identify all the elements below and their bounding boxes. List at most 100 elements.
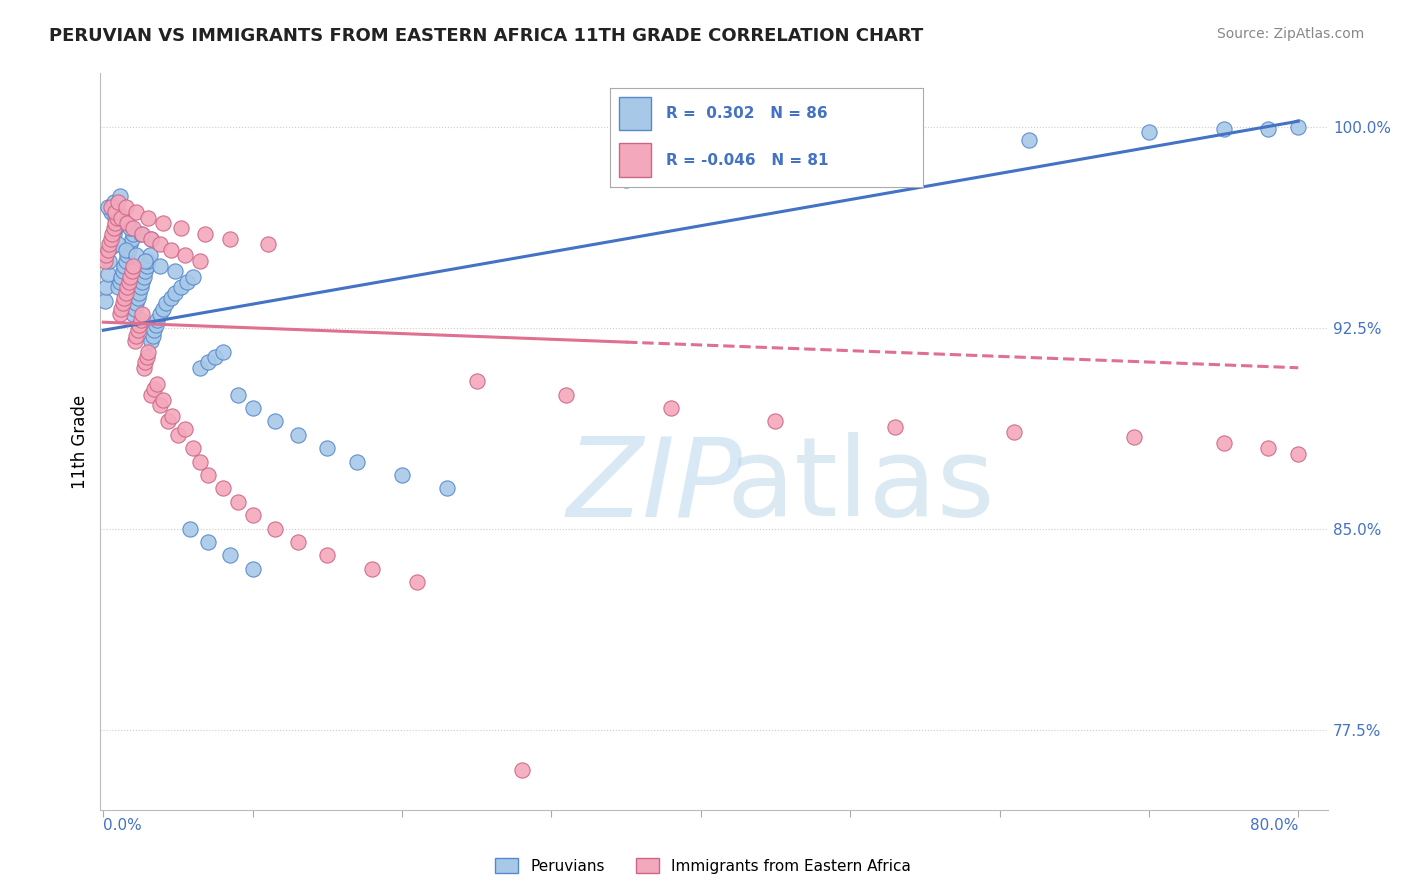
Point xyxy=(614,173,637,187)
Point xyxy=(143,382,166,396)
Point xyxy=(134,355,156,369)
Point xyxy=(122,221,145,235)
Point xyxy=(107,194,129,209)
Point xyxy=(131,275,153,289)
Point xyxy=(105,211,128,225)
Point xyxy=(465,374,488,388)
Point xyxy=(139,334,162,348)
Point xyxy=(176,275,198,289)
Point xyxy=(120,269,142,284)
Point xyxy=(128,285,150,300)
Point xyxy=(287,427,309,442)
Point xyxy=(242,401,264,415)
Point xyxy=(121,232,143,246)
Point xyxy=(100,240,122,254)
Point xyxy=(1018,133,1040,147)
Point xyxy=(149,398,172,412)
Point xyxy=(104,211,127,225)
Point xyxy=(720,160,742,174)
Point xyxy=(436,481,458,495)
Point xyxy=(136,211,159,225)
Point xyxy=(103,194,125,209)
Point xyxy=(139,232,162,246)
Point xyxy=(1286,446,1309,460)
Point xyxy=(1212,122,1234,136)
Point xyxy=(869,146,891,161)
Point xyxy=(160,409,183,423)
Text: 0.0%: 0.0% xyxy=(103,818,142,833)
Point xyxy=(97,243,120,257)
Point xyxy=(555,387,578,401)
Point xyxy=(98,237,121,252)
Point xyxy=(94,253,117,268)
Point xyxy=(101,227,124,241)
Point xyxy=(264,522,287,536)
Point xyxy=(136,253,159,268)
Point xyxy=(167,427,190,442)
Point xyxy=(129,312,152,326)
Point xyxy=(112,291,135,305)
Point xyxy=(510,763,533,777)
Point xyxy=(211,481,233,495)
Point xyxy=(156,414,179,428)
Point xyxy=(97,200,120,214)
Point xyxy=(122,259,145,273)
Point xyxy=(316,441,339,455)
Point xyxy=(139,387,162,401)
Point xyxy=(107,205,129,219)
Point xyxy=(765,414,787,428)
Point xyxy=(118,243,141,257)
Point xyxy=(197,355,219,369)
Point xyxy=(659,401,682,415)
Point xyxy=(111,296,134,310)
Point xyxy=(138,248,160,262)
Text: PERUVIAN VS IMMIGRANTS FROM EASTERN AFRICA 11TH GRADE CORRELATION CHART: PERUVIAN VS IMMIGRANTS FROM EASTERN AFRI… xyxy=(49,27,924,45)
Point xyxy=(100,232,122,246)
Point xyxy=(163,264,186,278)
Point xyxy=(132,269,155,284)
Point xyxy=(127,323,149,337)
Point xyxy=(152,216,174,230)
Point xyxy=(104,216,127,230)
Point xyxy=(121,264,143,278)
Point xyxy=(111,264,134,278)
Point xyxy=(135,259,157,273)
Point xyxy=(120,221,142,235)
Point xyxy=(406,575,429,590)
Point xyxy=(125,296,148,310)
Point xyxy=(174,422,197,436)
Point xyxy=(114,243,136,257)
Point xyxy=(97,267,120,281)
Point xyxy=(129,280,152,294)
Point xyxy=(139,232,162,246)
Point xyxy=(122,227,145,241)
Point xyxy=(129,227,152,241)
Point xyxy=(134,253,156,268)
Point xyxy=(190,253,212,268)
Point xyxy=(118,275,141,289)
Point xyxy=(242,562,264,576)
Point xyxy=(256,237,278,252)
Point xyxy=(219,549,242,563)
Point xyxy=(96,280,118,294)
Point xyxy=(115,280,138,294)
Point xyxy=(108,189,131,203)
Point xyxy=(104,205,127,219)
Point xyxy=(190,360,212,375)
Point xyxy=(108,307,131,321)
Point xyxy=(103,221,125,235)
Point xyxy=(174,248,197,262)
Point xyxy=(122,307,145,321)
Point xyxy=(159,291,181,305)
Point xyxy=(114,200,136,214)
Point xyxy=(159,243,181,257)
Point xyxy=(226,494,249,508)
Point xyxy=(149,237,172,252)
Point xyxy=(125,205,148,219)
Point xyxy=(98,253,121,268)
Point xyxy=(181,269,204,284)
Point xyxy=(125,248,148,262)
Point xyxy=(190,454,212,468)
Point xyxy=(211,344,233,359)
Point xyxy=(287,535,309,549)
